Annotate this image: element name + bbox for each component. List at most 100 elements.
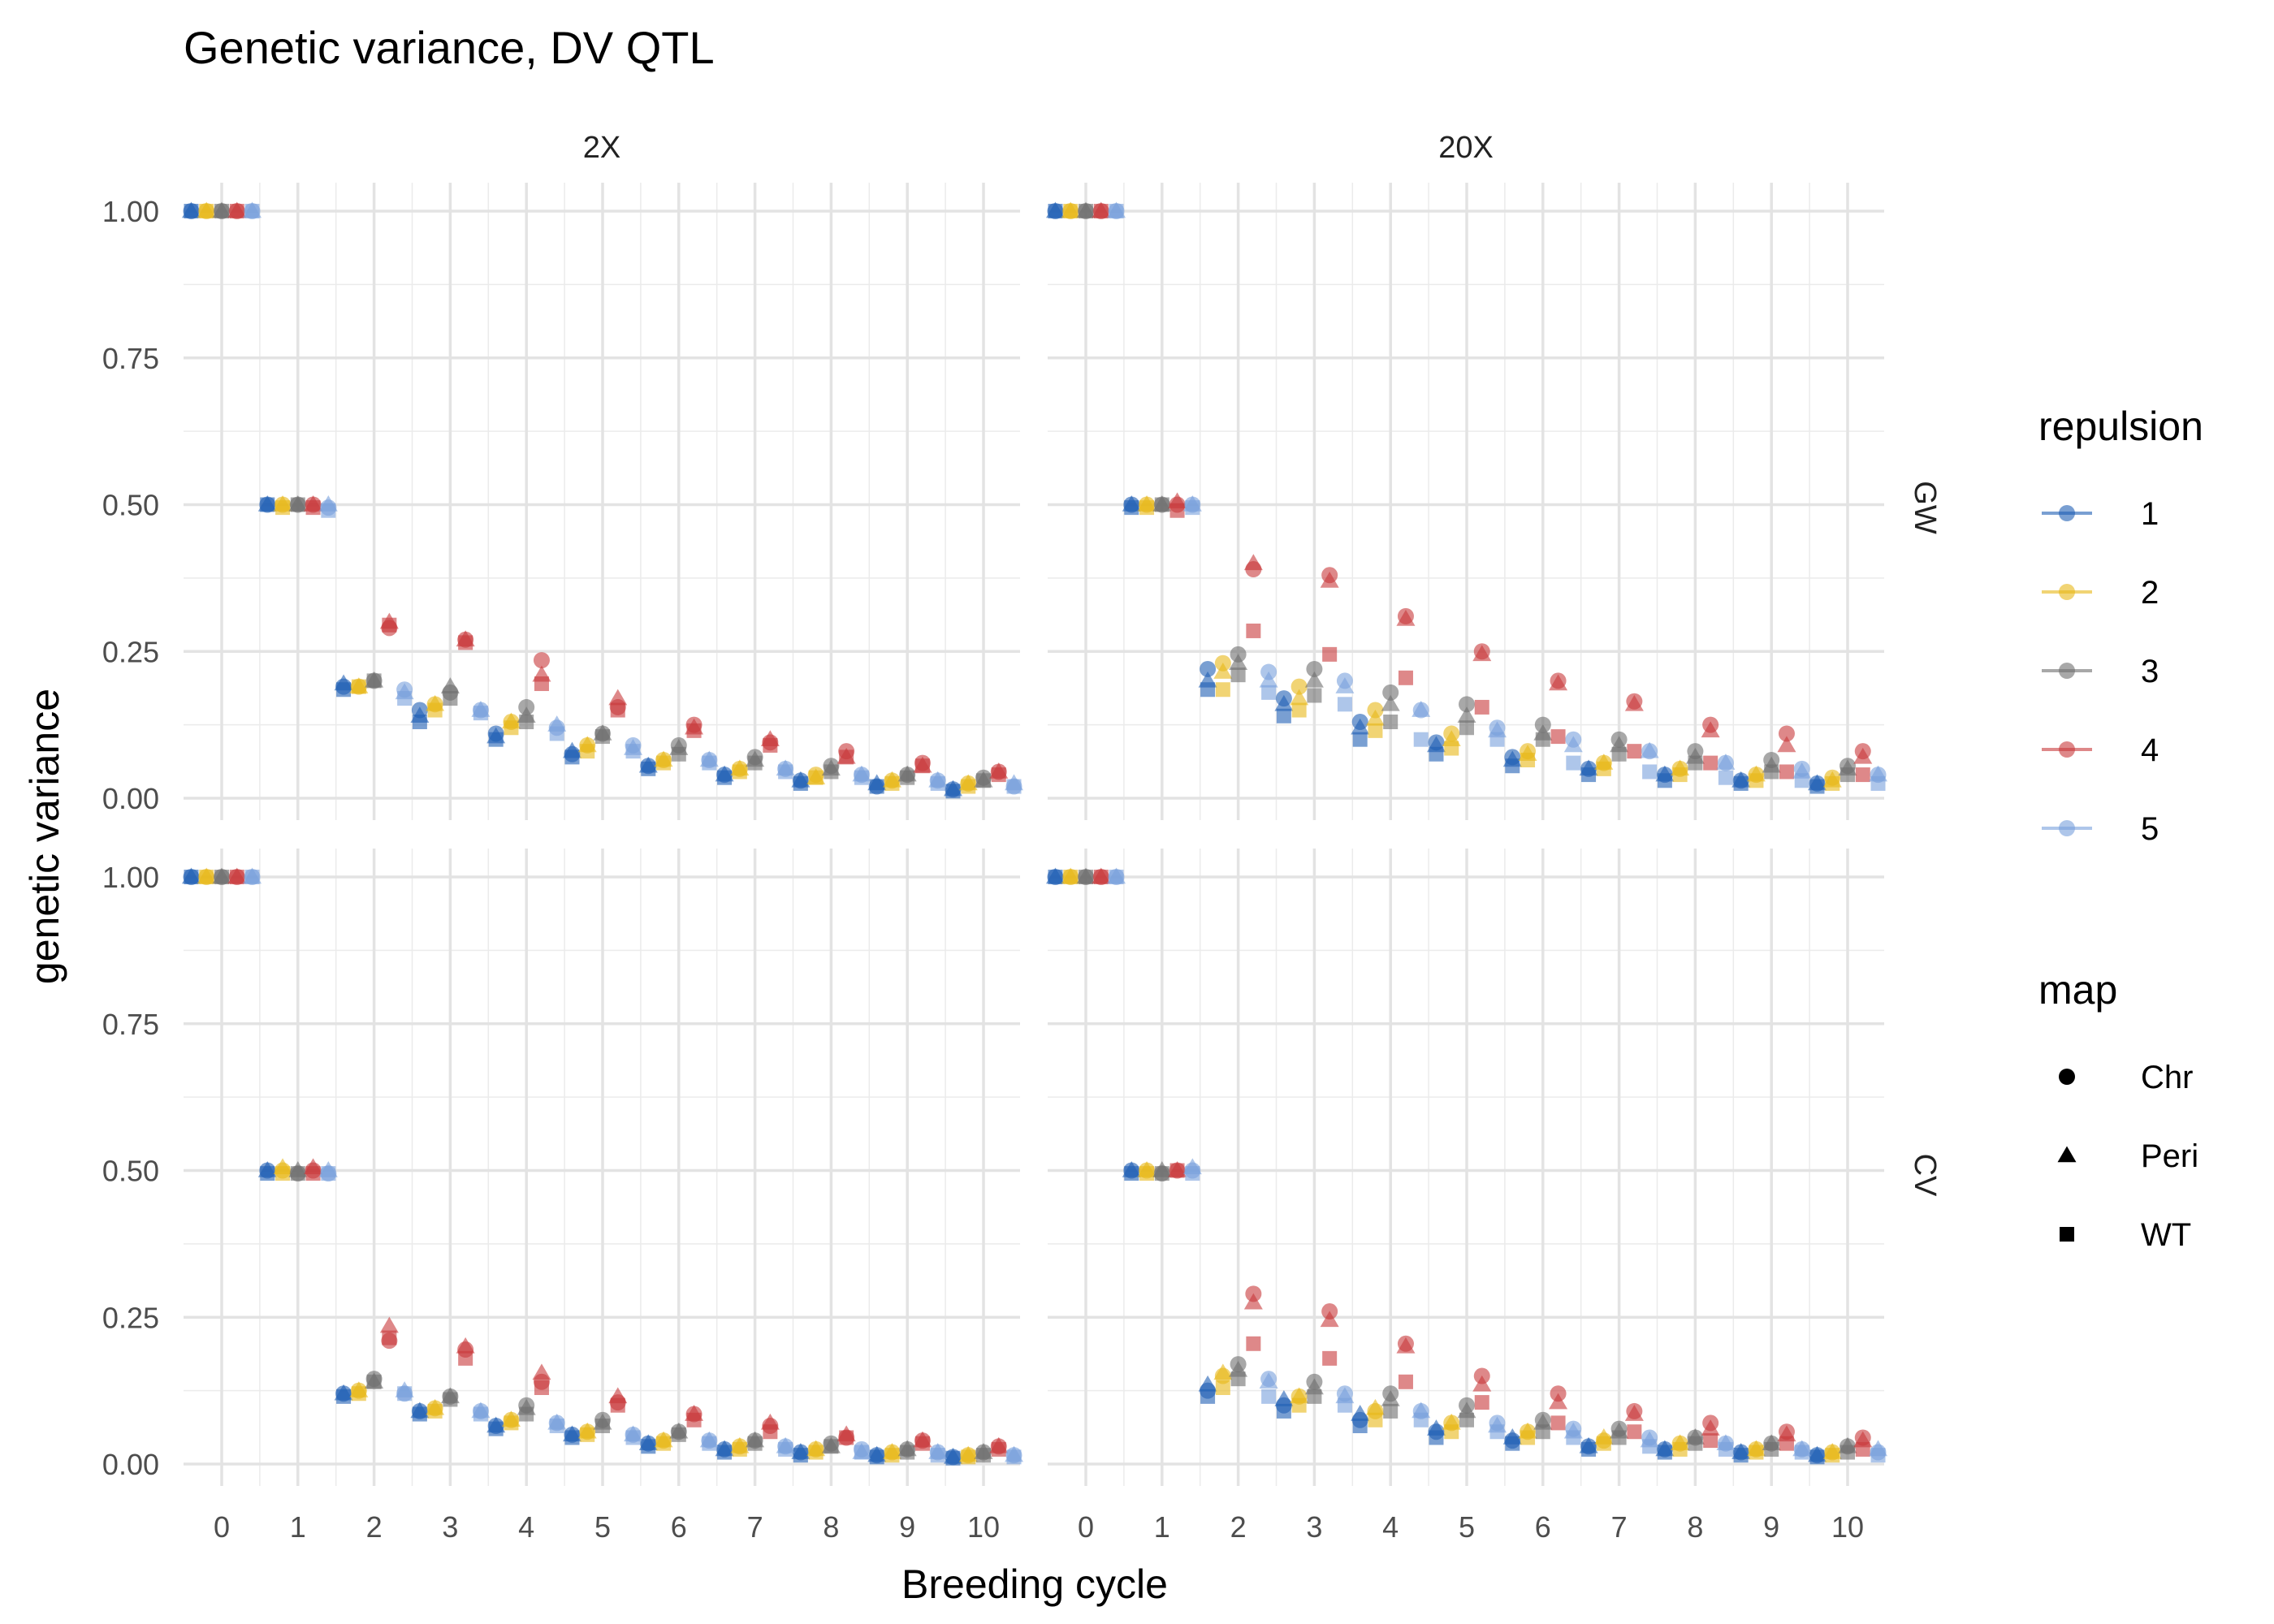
data-point bbox=[1291, 702, 1307, 718]
data-point bbox=[1657, 1445, 1672, 1460]
legend-item-repulsion-5: 5 bbox=[2042, 811, 2159, 847]
data-point bbox=[732, 764, 747, 780]
data-point bbox=[1259, 671, 1278, 688]
legend-marker bbox=[2059, 505, 2075, 521]
data-point bbox=[1320, 571, 1339, 588]
data-point bbox=[1124, 1166, 1139, 1181]
data-point bbox=[1733, 775, 1749, 791]
data-point bbox=[717, 770, 733, 785]
data-point bbox=[1124, 500, 1139, 516]
legend-label: 3 bbox=[2141, 654, 2159, 689]
data-point bbox=[1381, 694, 1400, 711]
data-point bbox=[549, 726, 564, 741]
data-point bbox=[1627, 744, 1642, 759]
data-point bbox=[1365, 709, 1385, 726]
data-point bbox=[1109, 870, 1124, 884]
x-tick-label: 3 bbox=[1306, 1510, 1322, 1544]
data-point bbox=[351, 679, 366, 694]
x-tick-label: 8 bbox=[1687, 1510, 1703, 1544]
facet-label-20x: 20X bbox=[1438, 131, 1494, 165]
data-point bbox=[747, 755, 763, 771]
facet-label-gw: GW bbox=[1908, 481, 1942, 534]
data-point bbox=[1307, 688, 1322, 703]
data-point bbox=[1716, 754, 1736, 770]
data-point bbox=[641, 761, 656, 776]
legend-repulsion-items: 1 2 3 4 5 bbox=[2042, 496, 2159, 847]
data-point bbox=[1154, 1166, 1169, 1181]
data-point bbox=[1840, 1445, 1855, 1460]
legend-repulsion-title: repulsion bbox=[2038, 404, 2203, 449]
data-point bbox=[884, 775, 900, 791]
legend-map-title: map bbox=[2038, 967, 2117, 1013]
x-tick-label: 4 bbox=[518, 1510, 534, 1544]
data-point bbox=[1749, 1445, 1764, 1460]
y-tick-label: 1.00 bbox=[102, 195, 159, 228]
data-point bbox=[1352, 1419, 1368, 1434]
x-tick-label: 2 bbox=[366, 1510, 383, 1544]
y-tick-label: 0.25 bbox=[102, 1301, 159, 1334]
data-point bbox=[199, 204, 214, 218]
data-point bbox=[1063, 204, 1079, 218]
data-point bbox=[1200, 660, 1217, 677]
data-point bbox=[1048, 204, 1063, 218]
data-point bbox=[1365, 1398, 1385, 1415]
data-point bbox=[1243, 554, 1263, 571]
data-point bbox=[1259, 1372, 1278, 1389]
data-point bbox=[930, 775, 945, 791]
data-point bbox=[504, 1415, 519, 1431]
panel-2x-cv: 0.00 0.25 0.50 0.75 1.00 0 1 2 3 4 5 6 7 8 9 10 bbox=[102, 849, 1024, 1544]
data-point bbox=[778, 764, 793, 780]
data-point bbox=[656, 755, 672, 771]
data-point bbox=[1006, 1449, 1022, 1465]
data-point bbox=[900, 770, 915, 785]
x-tick-label: 0 bbox=[214, 1510, 230, 1544]
data-point bbox=[641, 1439, 656, 1454]
data-point bbox=[1563, 736, 1583, 753]
data-point bbox=[1185, 500, 1200, 516]
data-point bbox=[1139, 500, 1155, 516]
data-point bbox=[1290, 689, 1309, 706]
legend-marker bbox=[2059, 663, 2075, 679]
data-point bbox=[427, 1403, 443, 1419]
data-point bbox=[1642, 1439, 1658, 1454]
data-point bbox=[839, 749, 854, 765]
x-tick-label: 0 bbox=[1078, 1510, 1094, 1544]
data-point bbox=[184, 870, 199, 884]
data-point bbox=[1701, 721, 1720, 738]
data-point bbox=[595, 729, 610, 745]
data-point bbox=[976, 773, 991, 788]
data-point bbox=[1701, 1419, 1720, 1436]
data-point bbox=[1596, 1436, 1611, 1451]
data-point bbox=[214, 870, 229, 884]
data-point bbox=[1335, 677, 1355, 693]
data-point bbox=[1276, 1403, 1291, 1419]
x-tick-label: 10 bbox=[967, 1510, 1000, 1544]
data-point bbox=[610, 1397, 625, 1413]
data-point bbox=[1351, 718, 1370, 735]
data-point bbox=[1459, 1412, 1474, 1427]
data-point bbox=[1550, 1415, 1566, 1431]
data-point bbox=[458, 635, 473, 650]
panel-20x-cv: 0 1 2 3 4 5 6 7 8 9 10 bbox=[1045, 849, 1888, 1544]
y-tick-label: 1.00 bbox=[102, 861, 159, 894]
data-point bbox=[443, 1392, 458, 1407]
data-point bbox=[717, 1445, 733, 1460]
x-tick-label: 1 bbox=[290, 1510, 306, 1544]
x-tick-label: 9 bbox=[899, 1510, 915, 1544]
data-point bbox=[1640, 741, 1659, 758]
data-point bbox=[184, 204, 199, 218]
data-point bbox=[976, 1448, 991, 1463]
panel-2x-gw: 0.00 0.25 0.50 0.75 1.00 bbox=[102, 183, 1024, 820]
data-point bbox=[1006, 779, 1022, 794]
data-point bbox=[1383, 715, 1399, 730]
data-point bbox=[382, 1330, 397, 1345]
data-point bbox=[625, 1430, 641, 1445]
data-point bbox=[1352, 732, 1368, 747]
data-point bbox=[580, 744, 595, 759]
data-point bbox=[1413, 732, 1429, 747]
data-point bbox=[1778, 725, 1795, 742]
data-point bbox=[1093, 870, 1109, 884]
data-point bbox=[1489, 1424, 1505, 1440]
data-point bbox=[534, 676, 549, 692]
